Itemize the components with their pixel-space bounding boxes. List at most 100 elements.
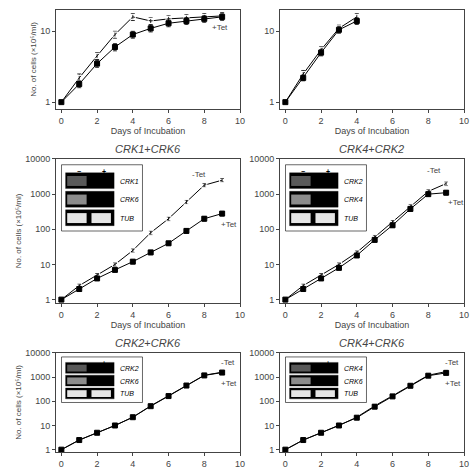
- svg-text:2: 2: [95, 310, 100, 320]
- svg-text:8: 8: [202, 459, 207, 469]
- svg-text:+Tet: +Tet: [221, 379, 237, 388]
- svg-text:10: 10: [264, 260, 274, 270]
- svg-text:CRK1: CRK1: [120, 178, 139, 185]
- svg-text:6: 6: [390, 116, 395, 126]
- svg-text:4: 4: [354, 310, 359, 320]
- svg-text:+: +: [326, 360, 330, 367]
- svg-text:No. of cells (×10⁵/ml): No. of cells (×10⁵/ml): [29, 22, 38, 97]
- svg-text:+: +: [326, 168, 330, 175]
- svg-text:−: −: [77, 360, 81, 367]
- svg-text:10: 10: [40, 26, 50, 36]
- svg-text:100: 100: [35, 224, 50, 234]
- svg-text:100: 100: [259, 224, 274, 234]
- svg-text:−: −: [77, 168, 81, 175]
- svg-text:6: 6: [166, 310, 171, 320]
- svg-text:2: 2: [319, 116, 324, 126]
- svg-text:6: 6: [166, 459, 171, 469]
- svg-text:2: 2: [319, 459, 324, 469]
- svg-text:8: 8: [426, 459, 431, 469]
- svg-text:CRK6: CRK6: [344, 378, 363, 385]
- svg-text:0: 0: [283, 459, 288, 469]
- svg-text:Days of Incubation: Days of Incubation: [111, 320, 186, 330]
- svg-text:10: 10: [235, 310, 245, 320]
- svg-text:10000: 10000: [249, 154, 274, 164]
- svg-text:10: 10: [40, 260, 50, 270]
- svg-text:1: 1: [269, 445, 274, 455]
- svg-text:TUB: TUB: [120, 215, 134, 222]
- svg-text:TUB: TUB: [344, 215, 358, 222]
- svg-text:6: 6: [390, 459, 395, 469]
- svg-text:-Tet: -Tet: [445, 358, 459, 367]
- svg-text:CRK4+CRK6: CRK4+CRK6: [339, 337, 405, 349]
- svg-text:10000: 10000: [25, 348, 50, 358]
- svg-text:-Tet: -Tet: [221, 358, 235, 367]
- svg-text:4: 4: [354, 459, 359, 469]
- svg-text:0: 0: [59, 459, 64, 469]
- svg-text:+: +: [102, 168, 106, 175]
- svg-text:8: 8: [426, 310, 431, 320]
- svg-text:10: 10: [264, 26, 274, 36]
- svg-text:−: −: [301, 360, 305, 367]
- svg-text:10: 10: [40, 421, 50, 431]
- svg-text:CRK4: CRK4: [344, 196, 363, 203]
- svg-text:0: 0: [59, 310, 64, 320]
- svg-text:CRK4+CRK2: CRK4+CRK2: [339, 143, 404, 155]
- svg-text:TUB: TUB: [344, 390, 358, 397]
- svg-text:10000: 10000: [249, 348, 274, 358]
- svg-text:10: 10: [235, 459, 245, 469]
- svg-text:4: 4: [130, 310, 135, 320]
- svg-text:1: 1: [269, 295, 274, 305]
- svg-text:10: 10: [459, 459, 469, 469]
- svg-text:10: 10: [459, 116, 469, 126]
- svg-text:4: 4: [354, 116, 359, 126]
- svg-text:-Tet: -Tet: [192, 170, 206, 179]
- svg-text:1: 1: [269, 97, 274, 107]
- svg-text:−: −: [301, 168, 305, 175]
- svg-text:1000: 1000: [30, 372, 50, 382]
- svg-text:8: 8: [202, 310, 207, 320]
- svg-text:-Tet: -Tet: [427, 166, 441, 175]
- svg-text:+Tet: +Tet: [212, 23, 228, 32]
- svg-text:2: 2: [95, 459, 100, 469]
- svg-text:CRK1+CRK6: CRK1+CRK6: [115, 143, 181, 155]
- svg-text:1000: 1000: [30, 189, 50, 199]
- svg-text:6: 6: [166, 116, 171, 126]
- svg-text:100: 100: [35, 396, 50, 406]
- svg-text:4: 4: [130, 116, 135, 126]
- svg-text:Days of Incubation: Days of Incubation: [335, 320, 410, 330]
- svg-text:CRK2: CRK2: [120, 365, 139, 372]
- svg-text:0: 0: [59, 116, 64, 126]
- svg-text:1: 1: [45, 445, 50, 455]
- svg-text:CRK6: CRK6: [120, 196, 139, 203]
- svg-text:No. of cells (×10⁵/ml): No. of cells (×10⁵/ml): [14, 193, 23, 268]
- svg-text:+: +: [102, 360, 106, 367]
- svg-text:+Tet: +Tet: [221, 220, 237, 229]
- svg-text:Days of Incubation: Days of Incubation: [335, 126, 410, 136]
- svg-text:1: 1: [45, 295, 50, 305]
- svg-text:0: 0: [283, 116, 288, 126]
- svg-text:+Tet: +Tet: [445, 379, 461, 388]
- svg-text:+Tet: +Tet: [448, 198, 464, 207]
- svg-text:1: 1: [45, 97, 50, 107]
- svg-text:8: 8: [202, 116, 207, 126]
- svg-text:Days of Incubation: Days of Incubation: [111, 126, 186, 136]
- svg-text:10000: 10000: [25, 154, 50, 164]
- svg-text:10: 10: [235, 116, 245, 126]
- svg-text:TUB: TUB: [120, 390, 134, 397]
- svg-text:2: 2: [319, 310, 324, 320]
- svg-text:10: 10: [459, 310, 469, 320]
- svg-text:CRK6: CRK6: [120, 378, 139, 385]
- svg-text:1000: 1000: [254, 372, 274, 382]
- svg-text:6: 6: [390, 310, 395, 320]
- svg-text:CRK2+CRK6: CRK2+CRK6: [115, 337, 181, 349]
- svg-text:1000: 1000: [254, 189, 274, 199]
- svg-text:100: 100: [259, 396, 274, 406]
- svg-text:CRK4: CRK4: [344, 365, 363, 372]
- svg-text:CRK2: CRK2: [344, 178, 363, 185]
- svg-text:4: 4: [130, 459, 135, 469]
- svg-text:2: 2: [95, 116, 100, 126]
- svg-text:No. of cells (×10⁵/ml): No. of cells (×10⁵/ml): [14, 365, 23, 440]
- svg-text:0: 0: [283, 310, 288, 320]
- svg-text:10: 10: [264, 421, 274, 431]
- svg-text:8: 8: [426, 116, 431, 126]
